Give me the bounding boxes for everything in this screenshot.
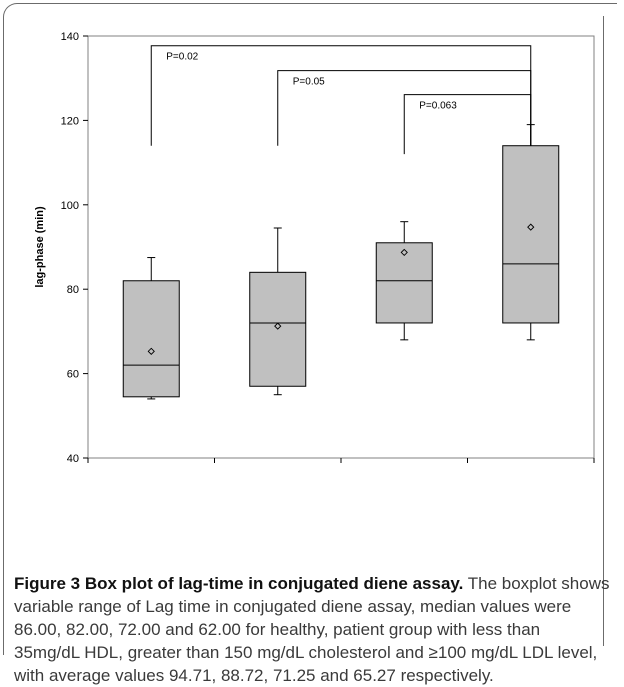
box-iqr	[375, 242, 433, 324]
box-iqr	[502, 145, 560, 324]
y-axis-label: lag-phase (min)	[34, 206, 46, 288]
y-axis: 40 60 80 100 120 140	[61, 31, 88, 465]
p-value-label: P=0.02	[166, 52, 198, 63]
comparison-brackets: P=0.02 P=0.05 P=0.063	[150, 45, 532, 155]
y-tick-label: 80	[67, 284, 79, 296]
p-value-label: P=0.05	[293, 77, 325, 88]
figure-frame	[3, 3, 617, 655]
mean-marker	[400, 248, 408, 257]
y-tick-label: 60	[67, 369, 79, 381]
mean-marker	[274, 322, 282, 330]
y-tick-label: 120	[61, 115, 79, 127]
y-tick-label: 100	[61, 200, 79, 212]
mean-marker	[527, 223, 535, 231]
mean-marker	[147, 347, 155, 355]
y-tick-label: 140	[61, 31, 79, 43]
figure-caption: Figure 3 Box plot of lag-time in conjuga…	[14, 572, 610, 687]
caption-title: Figure 3 Box plot of lag-time in conjuga…	[14, 574, 464, 593]
y-tick-label: 40	[67, 453, 79, 465]
box-group	[249, 227, 307, 396]
box-iqr	[122, 280, 180, 398]
box-group	[375, 221, 433, 341]
frame-rule	[603, 16, 604, 646]
x-axis: LDL ≥ 100Cholesterol ≥ 150HDL ≤ 35Health…	[87, 458, 595, 463]
box-group	[122, 257, 180, 400]
boxes	[122, 124, 560, 400]
box-group	[502, 124, 560, 341]
p-value-label: P=0.063	[419, 101, 457, 112]
box-plot-chart: 40 60 80 100 120 140 LDL ≥ 100Cholesterol ≥ 1…	[34, 31, 595, 465]
